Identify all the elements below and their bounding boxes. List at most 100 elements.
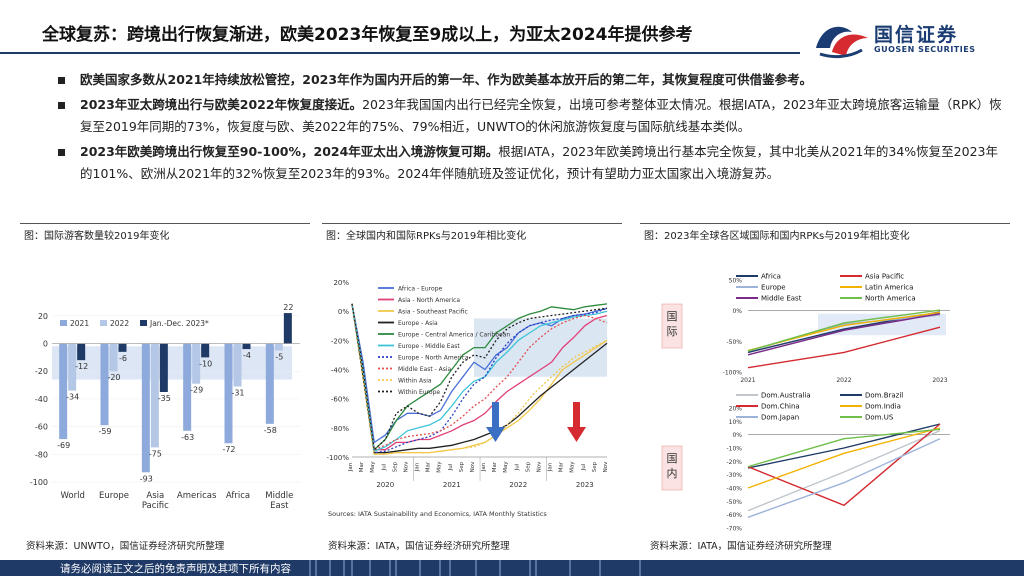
x-year-label: 2021 [443, 481, 461, 489]
x-month-label: Mar [426, 461, 432, 472]
y-tick-label: -10% [726, 446, 742, 453]
bullet-3-text: 根据IATA，2023年欧美跨境出行基本完全恢复，其中北美从2021年的34%恢… [80, 144, 998, 181]
bar [109, 343, 118, 372]
bar [224, 343, 233, 444]
red-arrow-head [567, 427, 586, 442]
x-month-label: Mar [492, 461, 498, 472]
legend-label: Middle East - Asia [398, 366, 452, 373]
bar [59, 343, 68, 440]
x-month-label: Sep [392, 461, 398, 472]
x-month-label: Mar [359, 461, 365, 472]
bar-value-label: 22 [283, 303, 293, 312]
logo-cn-text: 国信证券 [874, 24, 959, 46]
bar [242, 343, 251, 350]
bar [265, 343, 274, 424]
bar-value-label: -72 [222, 445, 235, 454]
x-year-label: 2022 [509, 481, 527, 489]
bar [150, 343, 159, 448]
bar [118, 343, 127, 352]
series-line [351, 303, 608, 454]
y-tick-label: 0% [732, 308, 742, 315]
x-tick-label: Europe [99, 491, 129, 501]
legend-swatch [60, 320, 67, 326]
x-tick-label: Pacific [142, 501, 169, 511]
series-line [747, 430, 941, 512]
y-tick-label: -40 [35, 395, 48, 404]
bar-value-label: -5 [275, 352, 283, 361]
logo-en-text: GUOSEN SECURITIES [874, 45, 976, 54]
legend-label: Dom.Brazil [865, 392, 903, 400]
side-label-text: 内 [667, 466, 678, 480]
footer-disclaimer: 请务必阅读正文之后的免责声明及其项下所有内容 [60, 563, 291, 575]
bar-value-label: -12 [75, 362, 88, 371]
x-month-label: Jul [448, 463, 454, 471]
red-arrow-shaft [573, 402, 580, 427]
series-line [351, 303, 608, 454]
side-label-box [661, 303, 683, 349]
y-tick-label: 0% [732, 432, 742, 439]
y-tick-label: 10% [729, 419, 743, 426]
legend-label: Within Asia [398, 378, 432, 385]
x-month-label: Jan [415, 462, 421, 472]
bullet-item-2: 2023年亚太跨境出行与欧美2022年恢复度接近。2023年我国国内出行已经完全… [58, 94, 1008, 138]
series-line [351, 303, 608, 455]
bar [274, 343, 283, 351]
rpk-line-chart: 20%0%-20%-40%-60%-80%-100%Jan Mar May Jul Se… [326, 279, 609, 518]
bar-chart: 20 0 -20 -40 -60 -80 -100 -69 -34 -12 World -59 -20 -… [30, 303, 300, 511]
x-month-label: Nov [603, 461, 609, 472]
x-tick-label: 2022 [836, 377, 851, 384]
bar [233, 343, 242, 387]
footer-decoration [309, 560, 641, 576]
legend-label: 2021 [70, 319, 89, 328]
bullet-item-3: 2023年欧美跨境出行恢复至90-100%，2024年亚太出入境游恢复可期。根据… [58, 141, 1008, 185]
x-month-label: Nov [403, 461, 409, 472]
panel-right: 图：2023年全球各区域国际和国内RPKs与2019年相比变化 50% 0% -50… [640, 223, 1010, 540]
series-line [747, 309, 941, 352]
y-tick-label: -20% [331, 337, 349, 345]
y-tick-label: 20% [729, 406, 743, 413]
bar-value-label: -75 [149, 449, 162, 458]
bullet-list: 欧美国家多数从2021年持续放松管控，2023年作为国内开后的第一年、作为欧美基… [58, 69, 1008, 188]
legend-label: Middle East [761, 295, 802, 303]
y-tick-label: -40% [331, 367, 349, 375]
legend-label: Dom.Australia [761, 392, 811, 400]
y-tick-label: -30% [726, 472, 742, 479]
legend-label: Dom.India [865, 403, 901, 411]
x-month-label: Nov [536, 461, 542, 472]
legend-label: Europe - Middle East [398, 343, 460, 350]
series-line [351, 303, 608, 452]
x-tick-label: East [270, 501, 289, 511]
y-tick-label: -70% [726, 526, 742, 533]
x-tick-label: 2021 [740, 377, 755, 384]
bar-value-label: -35 [158, 394, 171, 403]
series-line [747, 438, 941, 518]
bullet-1-bold: 欧美国家多数从2021年持续放松管控，2023年作为国内开后的第一年、作为欧美基… [80, 72, 813, 87]
highlight-band [52, 346, 292, 380]
bar [77, 343, 86, 361]
y-tick-label: -80% [331, 425, 349, 433]
legend-label: Latin America [865, 284, 913, 292]
bullet-3-bold: 2023年欧美跨境出行恢复至90-100%，2024年亚太出入境游恢复可期。 [80, 144, 499, 159]
guosen-logo-icon [816, 26, 868, 59]
bar-value-label: -10 [199, 359, 212, 368]
x-year-label: 2023 [576, 481, 594, 489]
side-label-box [661, 445, 683, 491]
x-month-label: Jul [514, 463, 520, 471]
region-line-charts: 50% 0% -50% -100%2021 2022 2023 Africa Asia Pac… [661, 273, 950, 540]
legend-label: Europe [761, 284, 786, 292]
blue-arrow-shaft [492, 402, 499, 427]
y-tick-label: -80 [35, 450, 48, 459]
bar-value-label: -6 [119, 354, 127, 363]
title-divider [0, 52, 800, 54]
x-month-label: Nov [470, 461, 476, 472]
y-tick-label: -50% [726, 499, 742, 506]
legend-label: Africa - Europe [398, 286, 443, 293]
y-tick-label: 0% [338, 308, 349, 316]
series-line [747, 326, 941, 369]
bar-value-label: -69 [57, 441, 70, 450]
x-month-label: Jan [481, 462, 487, 472]
y-tick-label: 20% [333, 279, 349, 287]
x-tick-label: Asia [146, 491, 164, 501]
bar-value-label: -93 [140, 474, 153, 483]
legend-label: North America [865, 295, 916, 303]
